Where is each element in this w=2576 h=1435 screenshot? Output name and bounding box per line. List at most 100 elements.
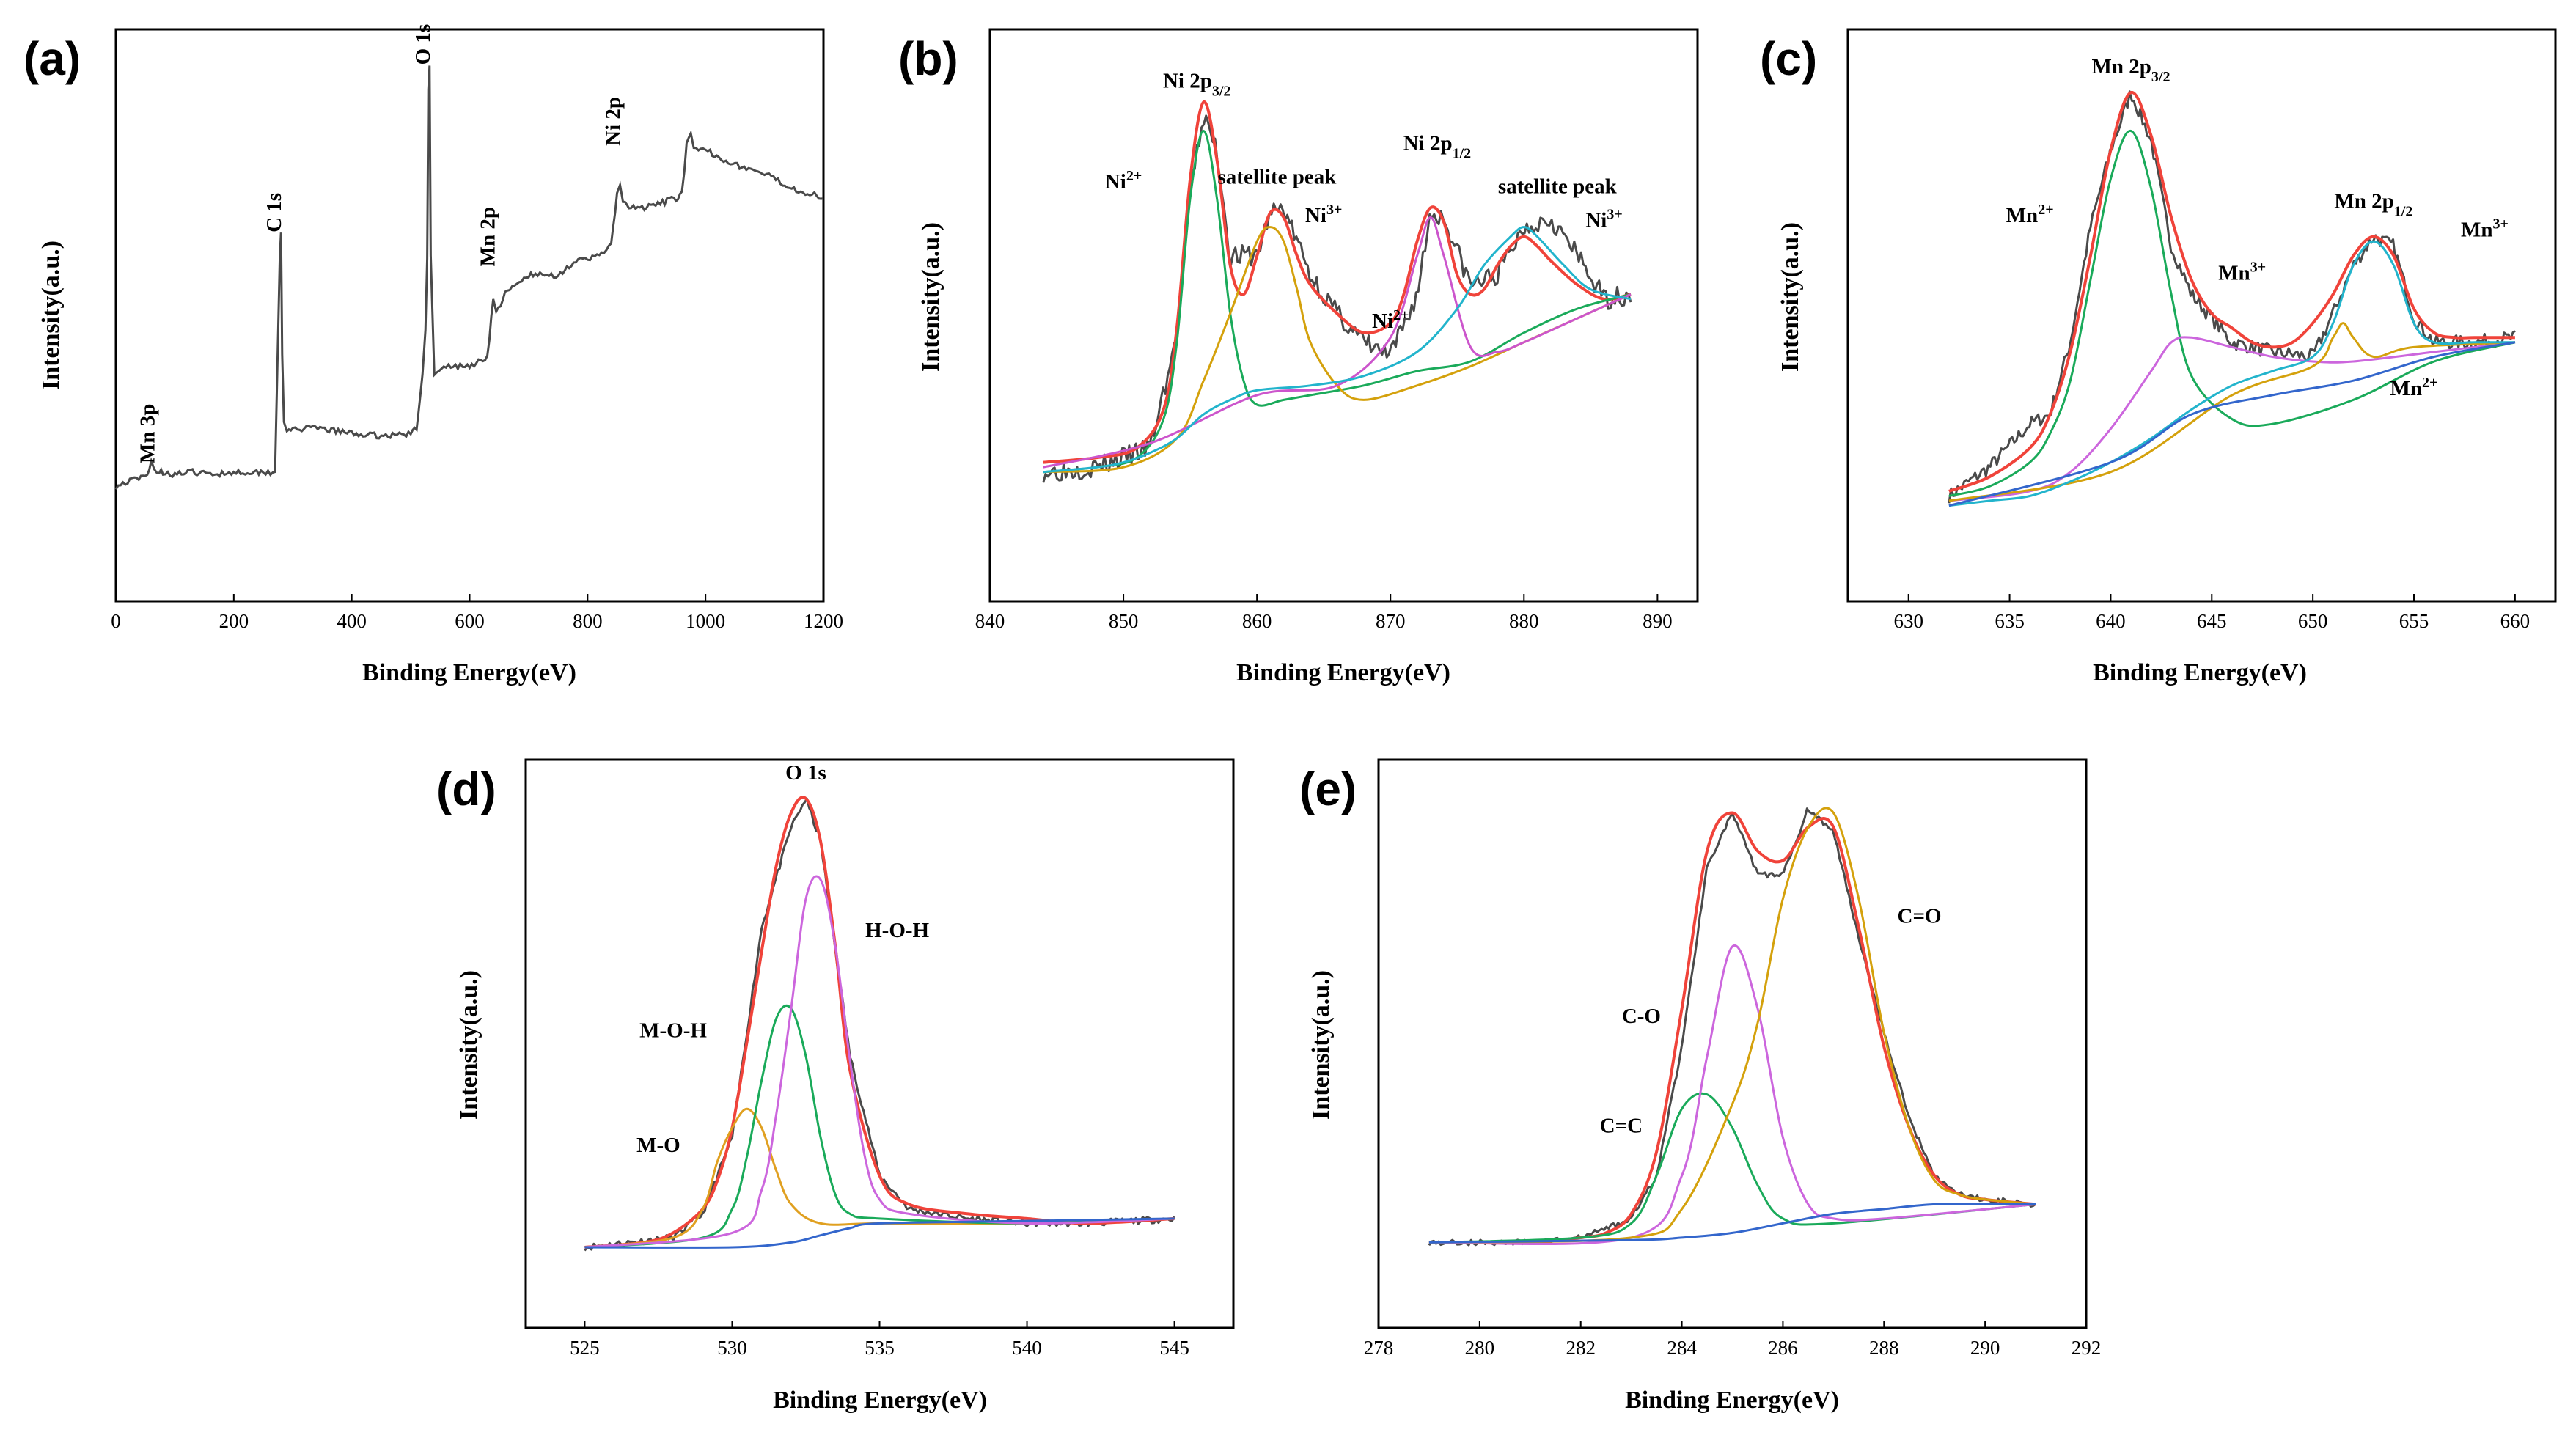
panel-e-label: (e)	[1299, 763, 1357, 815]
series-line-c-c	[1428, 1092, 2036, 1244]
panel-c-label: (c)	[1760, 32, 1817, 85]
x-tick-label: 535	[865, 1337, 895, 1359]
series-line-raw	[1042, 114, 1632, 483]
annotation: Mn3+	[2461, 216, 2509, 242]
x-tick-label: 284	[1667, 1337, 1697, 1359]
series-line-background	[1948, 341, 2516, 507]
annotation: C=C	[1600, 1115, 1643, 1138]
panel-b-annotations: Ni 2p3/2 satellite peak Ni 2p1/2 satellite …	[1105, 70, 1623, 334]
annotation: C-O	[1622, 1005, 1661, 1028]
series-line-c-o	[1428, 807, 2036, 1244]
series-line-mn2-satellite	[1948, 322, 2515, 502]
x-tick-label: 630	[1893, 610, 1923, 632]
annotation: Ni2+	[1372, 307, 1409, 333]
annotation: C 1s	[263, 193, 286, 232]
panel-c-frame	[1846, 28, 2557, 603]
panel-a: (a) 0 200 400 600 800 1000 1200 Mn 3pC 1sO 1sM…	[23, 24, 843, 686]
series-line-ni2-2p3-2	[1043, 129, 1632, 474]
annotation: H-O-H	[865, 919, 929, 942]
x-tick-label: 525	[570, 1337, 600, 1359]
annotation: Mn 2p1/2	[2334, 189, 2412, 219]
panel-c: (c) 630 635 640 645 650 655 660 Mn 2p3/2 Mn 2p1…	[1760, 28, 2557, 686]
x-tick-label: 282	[1566, 1337, 1596, 1359]
x-tick-label: 860	[1242, 610, 1272, 632]
annotation: Ni3+	[1305, 202, 1342, 227]
x-tick-label: 278	[1364, 1337, 1394, 1359]
x-tick-label: 0	[111, 610, 121, 632]
series-line-envelope	[1043, 100, 1632, 464]
annotation: Mn 3p	[136, 404, 159, 463]
x-tick-label: 1000	[686, 610, 725, 632]
x-tick-label: 840	[975, 610, 1005, 632]
x-tick-label: 1200	[804, 610, 843, 632]
panel-d-ticks: 525 530 535 540 545	[570, 1321, 1189, 1359]
panel-a-label: (a)	[23, 32, 81, 85]
annotation: O 1s	[411, 24, 435, 65]
annotation: Mn 2p	[476, 207, 499, 266]
series-line-mn3-	[1948, 336, 2516, 502]
panel-e-frame	[1377, 758, 2088, 1329]
x-tick-label: 286	[1768, 1337, 1798, 1359]
panel-b-xlabel: Binding Energy(eV)	[1236, 659, 1450, 686]
annotation: Ni 2p3/2	[1163, 70, 1230, 100]
x-tick-label: 280	[1465, 1337, 1495, 1359]
annotation: Mn 2p3/2	[2092, 55, 2170, 85]
series-line-ni3-satellite	[1043, 226, 1632, 474]
series-line-background	[584, 1217, 1175, 1249]
panel-d-annotations: O 1s H-O-H M-O-H M-O	[636, 761, 929, 1157]
series-line-background	[1428, 1203, 2036, 1244]
annotation: M-O	[636, 1134, 680, 1157]
annotation: C=O	[1898, 904, 1942, 928]
annotation: Mn2+	[2006, 202, 2054, 227]
panel-b-series	[1042, 100, 1632, 483]
x-tick-label: 640	[2096, 610, 2126, 632]
panel-e: (e) 278 280 282 284 286 288 290 292 C=O C-O C=C B…	[1299, 758, 2101, 1414]
annotation: Mn2+	[2390, 375, 2438, 400]
x-tick-label: 800	[573, 610, 603, 632]
series-line-m-o-h	[584, 1004, 1175, 1249]
x-tick-label: 600	[455, 610, 485, 632]
panel-b-frame	[988, 28, 1699, 603]
x-tick-label: 545	[1159, 1337, 1189, 1359]
annotation: M-O-H	[639, 1019, 707, 1043]
panel-d-ylabel: Intensity(a.u.)	[455, 970, 482, 1120]
panel-b-label: (b)	[898, 32, 958, 85]
series-line-survey	[114, 65, 824, 491]
panel-d: (d) 525 530 535 540 545 O 1s H-O-H M-O-H M-O Bi…	[436, 758, 1235, 1414]
x-tick-label: 288	[1869, 1337, 1899, 1359]
panel-c-annotations: Mn 2p3/2 Mn 2p1/2 Mn2+ Mn3+ Mn3+ Mn2+	[2006, 55, 2509, 400]
x-tick-label: 540	[1012, 1337, 1042, 1359]
x-tick-label: 200	[219, 610, 249, 632]
panel-b: (b) 840 850 860 870 880 890 Ni 2p3/2 satellite…	[898, 28, 1699, 686]
annotation: Mn3+	[2218, 260, 2266, 285]
panel-d-label: (d)	[436, 763, 496, 815]
panel-a-xlabel: Binding Energy(eV)	[362, 659, 576, 686]
series-line-ni3-2p1-2	[1043, 226, 1632, 474]
series-line-envelope	[1428, 811, 2036, 1244]
annotation: O 1s	[785, 761, 826, 785]
x-tick-label: 290	[1970, 1337, 2000, 1359]
x-tick-label: 655	[2399, 610, 2429, 632]
series-line-mn2-2p3-2	[1948, 130, 2516, 497]
panel-e-annotations: C=O C-O C=C	[1600, 904, 1942, 1137]
x-tick-label: 850	[1109, 610, 1139, 632]
annotation: Ni 2p1/2	[1403, 132, 1471, 162]
panel-b-ticks: 840 850 860 870 880 890	[975, 594, 1673, 632]
panel-c-series	[1948, 90, 2516, 507]
series-line-ni2-2p1-2	[1043, 216, 1632, 469]
panel-e-xlabel: Binding Energy(eV)	[1625, 1387, 1839, 1414]
annotation: satellite peak	[1498, 175, 1618, 199]
series-line-mn3-2p1-2	[1948, 240, 2515, 507]
x-tick-label: 880	[1509, 610, 1539, 632]
panel-b-ylabel: Intensity(a.u.)	[917, 222, 944, 372]
panel-e-ticks: 278 280 282 284 286 288 290 292	[1364, 1321, 2101, 1359]
x-tick-label: 530	[717, 1337, 747, 1359]
series-line-raw	[1428, 807, 2037, 1247]
series-line-c-o	[1428, 944, 2036, 1246]
x-tick-label: 645	[2197, 610, 2227, 632]
series-line-envelope	[1948, 91, 2515, 493]
panel-d-xlabel: Binding Energy(eV)	[773, 1387, 987, 1414]
series-line-h-o-h	[584, 875, 1175, 1249]
panel-c-xlabel: Binding Energy(eV)	[2093, 659, 2307, 686]
